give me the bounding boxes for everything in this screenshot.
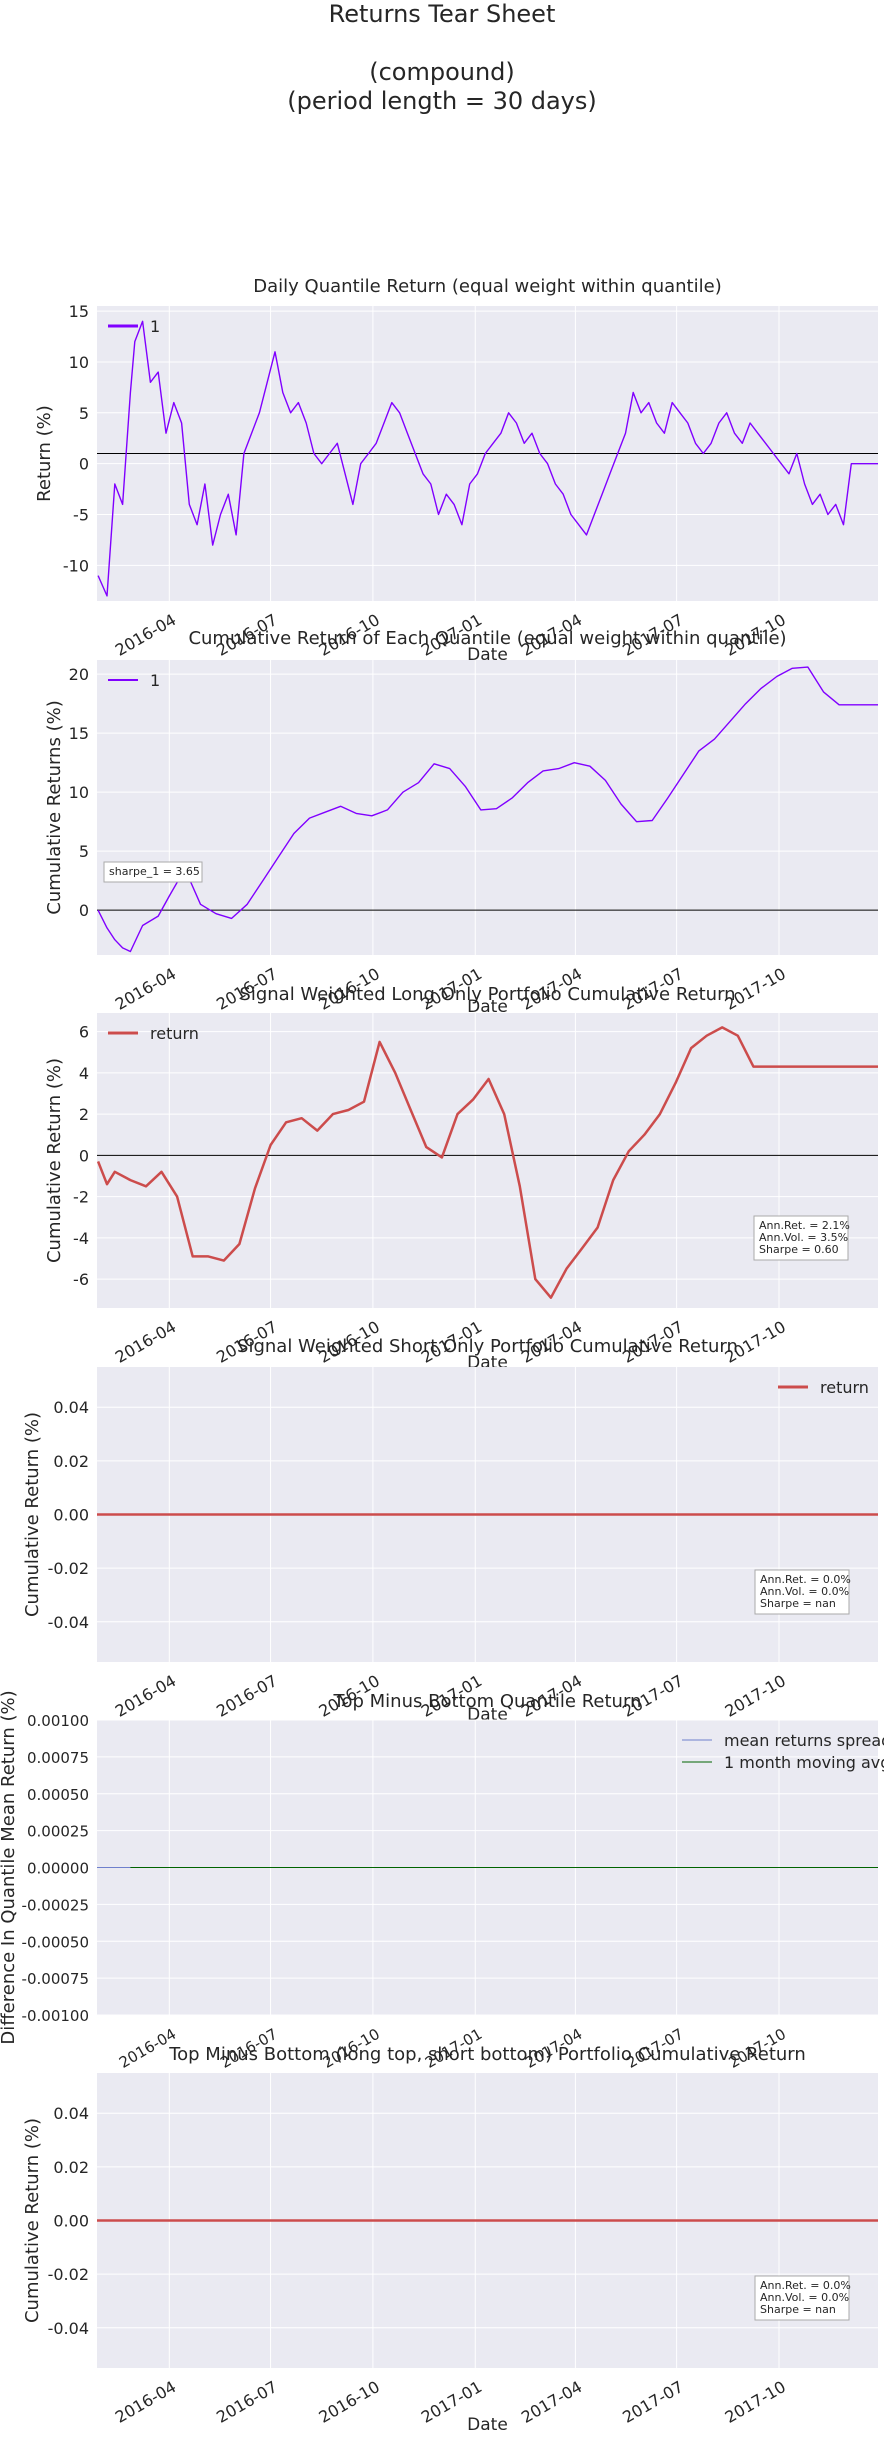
y-tick-label: 15 bbox=[69, 724, 89, 743]
legend-label: return bbox=[820, 1378, 869, 1397]
plot-area bbox=[97, 1013, 878, 1308]
x-tick-label: 2016-04 bbox=[112, 964, 179, 1014]
y-tick-label: -0.04 bbox=[48, 2319, 89, 2338]
x-tick-label: 2016-10 bbox=[316, 2377, 383, 2427]
y-axis-label: Return (%) bbox=[34, 405, 55, 502]
x-tick-label: 2017-10 bbox=[722, 1671, 789, 1721]
y-tick-label: 0.00 bbox=[53, 1506, 89, 1525]
annotation-text: Sharpe = 0.60 bbox=[759, 1243, 839, 1256]
y-tick-label: 2 bbox=[79, 1105, 89, 1124]
annotation-box bbox=[754, 2275, 850, 2321]
x-tick-label: 2017-04 bbox=[518, 2377, 585, 2427]
x-tick-label: 2017-10 bbox=[722, 2377, 789, 2427]
y-tick-label: -0.00050 bbox=[22, 1933, 89, 1951]
legend-label: 1 bbox=[150, 671, 160, 690]
legend-label: 1 bbox=[150, 317, 160, 336]
chart-panel-1: 2016-04 2016-07 2016-10 2017-01 2017-04 2017-… bbox=[34, 276, 878, 665]
chart-panel-3: 2016-04 2016-07 2016-10 2017-01 2017-04 2017-… bbox=[44, 984, 878, 1373]
x-tick-label: 2017-07 bbox=[619, 2377, 686, 2427]
y-tick-label: -4 bbox=[73, 1229, 89, 1248]
x-tick-label: 2016-07 bbox=[213, 1671, 280, 1721]
y-tick-label: 0.04 bbox=[53, 1398, 89, 1417]
chart-title: Top Minus Bottom (long top, short bottom… bbox=[168, 2044, 806, 2065]
y-tick-label: 4 bbox=[79, 1064, 89, 1083]
y-tick-label: -5 bbox=[73, 506, 89, 525]
annotation-text: Ann.Ret. = 0.0% bbox=[760, 1573, 851, 1586]
y-tick-label: 0.00075 bbox=[27, 1749, 89, 1767]
annotation-box bbox=[103, 861, 203, 883]
chart-title: Daily Quantile Return (equal weight with… bbox=[253, 276, 721, 297]
x-tick-label: 2016-04 bbox=[112, 1671, 179, 1721]
suptitle-line-3: (period length = 30 days) bbox=[287, 87, 597, 115]
y-tick-label: -2 bbox=[73, 1188, 89, 1207]
annotation-box bbox=[754, 1569, 850, 1615]
x-tick-label: 2016-04 bbox=[112, 610, 179, 660]
plot-area bbox=[97, 660, 878, 955]
y-tick-label: 0.00025 bbox=[27, 1823, 89, 1841]
y-axis-label: Cumulative Return (%) bbox=[44, 1058, 65, 1263]
x-tick-label: 2016-04 bbox=[112, 2377, 179, 2427]
chart-title: Cumulative Return of Each Quantile (equa… bbox=[188, 628, 786, 649]
series-line-1 bbox=[97, 1026, 878, 1299]
y-tick-label: 0 bbox=[79, 455, 89, 474]
legend-label: return bbox=[150, 1024, 199, 1043]
y-tick-label: -6 bbox=[73, 1270, 89, 1289]
y-tick-label: 0 bbox=[79, 1146, 89, 1165]
y-tick-label: 0.04 bbox=[53, 2104, 89, 2123]
y-tick-label: 0.00000 bbox=[27, 1860, 89, 1878]
y-tick-label: 0.02 bbox=[53, 2158, 89, 2177]
x-axis-label: Date bbox=[467, 2415, 508, 2435]
series-line-1 bbox=[97, 320, 878, 597]
y-tick-label: 0 bbox=[79, 901, 89, 920]
y-tick-label: 20 bbox=[69, 665, 89, 684]
x-tick-label: 2016-04 bbox=[112, 1317, 179, 1367]
y-axis-label: Cumulative Return (%) bbox=[22, 2118, 43, 2323]
annotation-text: Ann.Ret. = 2.1% bbox=[759, 1219, 850, 1232]
y-tick-label: 0.00 bbox=[53, 2212, 89, 2231]
y-tick-label: 6 bbox=[79, 1023, 89, 1042]
y-tick-label: -0.04 bbox=[48, 1613, 89, 1632]
y-tick-label: -0.00100 bbox=[22, 2007, 89, 2025]
x-tick-label: 2016-07 bbox=[213, 2377, 280, 2427]
annotation-text: Ann.Vol. = 0.0% bbox=[760, 2291, 849, 2304]
annotation-text: Sharpe = nan bbox=[760, 2303, 836, 2316]
annotation-text: Ann.Vol. = 0.0% bbox=[760, 1585, 849, 1598]
y-tick-label: -0.00025 bbox=[22, 1896, 89, 1914]
x-axis-label: Date bbox=[467, 997, 508, 1017]
y-tick-label: -10 bbox=[63, 556, 89, 575]
annotation-text: Ann.Vol. = 3.5% bbox=[759, 1231, 848, 1244]
chart-panel-4: 2016-04 2016-07 2016-10 2017-01 2017-04 2017-… bbox=[22, 1336, 878, 1725]
y-tick-label: 10 bbox=[69, 783, 89, 802]
chart-panel-2: 2016-04 2016-07 2016-10 2017-01 2017-04 2017-… bbox=[44, 628, 878, 1017]
chart-title: Signal Weighted Long Only Portfolio Cumu… bbox=[239, 984, 735, 1005]
suptitle: Returns Tear Sheet (compound) (period le… bbox=[0, 0, 884, 116]
chart-panel-6: 2016-04 2016-07 2016-10 2017-01 2017-04 2017-… bbox=[22, 2044, 878, 2435]
y-tick-label: -0.02 bbox=[48, 1559, 89, 1578]
y-axis-label: Difference In Quantile Mean Return (%) bbox=[0, 1690, 19, 2044]
suptitle-line-1: Returns Tear Sheet bbox=[328, 0, 556, 28]
y-tick-label: 15 bbox=[69, 302, 89, 321]
y-tick-label: 0.00050 bbox=[27, 1786, 89, 1804]
annotation-text: sharpe_1 = 3.65 bbox=[109, 865, 200, 878]
annotation-text: Sharpe = nan bbox=[760, 1597, 836, 1610]
suptitle-line-2: (compound) bbox=[369, 58, 515, 86]
y-tick-label: 5 bbox=[79, 842, 89, 861]
annotation-text: Ann.Ret. = 0.0% bbox=[760, 2279, 851, 2292]
y-tick-label: 10 bbox=[69, 353, 89, 372]
y-tick-label: 0.02 bbox=[53, 1452, 89, 1471]
legend-label: 1 month moving avg bbox=[724, 1753, 884, 1772]
y-tick-label: 5 bbox=[79, 404, 89, 423]
annotation-box bbox=[753, 1215, 849, 1261]
chart-title: Signal Weighted Short Only Portfolio Cum… bbox=[237, 1336, 738, 1357]
y-axis-label: Cumulative Return (%) bbox=[22, 1412, 43, 1617]
y-axis-label: Cumulative Returns (%) bbox=[44, 700, 65, 914]
chart-panel-5: 2016-04 2016-07 2016-10 2017-01 2017-04 2017-… bbox=[0, 1690, 884, 2071]
series-line-1 bbox=[97, 666, 878, 953]
y-tick-label: -0.00075 bbox=[22, 1970, 89, 1988]
legend-label: mean returns spread bbox=[724, 1731, 884, 1750]
y-tick-label: -0.02 bbox=[48, 2265, 89, 2284]
y-tick-label: 0.00100 bbox=[27, 1712, 89, 1730]
chart-title: Top Minus Bottom Quantile Return bbox=[333, 1691, 642, 1712]
